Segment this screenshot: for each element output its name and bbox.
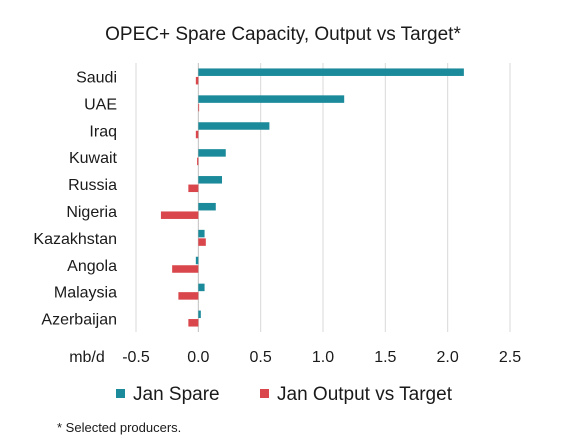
bar-spare-nigeria bbox=[198, 202, 216, 211]
legend: Jan Spare Jan Output vs Target bbox=[116, 384, 453, 405]
legend-swatch bbox=[116, 389, 125, 398]
category-label-nigeria: Nigeria bbox=[66, 204, 117, 221]
bar-spare-kuwait bbox=[198, 149, 226, 157]
x-tick-label-2: 0.5 bbox=[250, 349, 272, 366]
gridlines bbox=[135, 63, 511, 332]
bar-spare-uae bbox=[198, 95, 345, 103]
bar-output-vs-target-kazakhstan bbox=[198, 238, 206, 246]
footnote: * Selected producers. bbox=[57, 420, 181, 435]
bar-spare-saudi bbox=[198, 68, 464, 76]
bars bbox=[160, 68, 464, 327]
x-tick-label-5: 2.0 bbox=[437, 349, 459, 366]
legend-label: Jan Output vs Target bbox=[277, 384, 453, 405]
bar-spare-azerbaijan bbox=[198, 310, 201, 319]
bar-spare-malaysia bbox=[198, 283, 205, 292]
bar-output-vs-target-iraq bbox=[195, 130, 199, 139]
x-tick-labels: -0.5 0.0 0.5 1.0 1.5 2.0 2.5 bbox=[122, 349, 521, 366]
category-label-uae: UAE bbox=[84, 96, 117, 113]
bar-output-vs-target-kuwait bbox=[197, 157, 199, 166]
bar-output-vs-target-angola bbox=[172, 265, 199, 273]
legend-item-output-vs-target: Jan Output vs Target bbox=[260, 384, 453, 405]
bar-output-vs-target-malaysia bbox=[178, 292, 199, 300]
bar-output-vs-target-saudi bbox=[195, 76, 199, 85]
category-label-malaysia: Malaysia bbox=[54, 285, 117, 302]
category-label-kazakhstan: Kazakhstan bbox=[33, 231, 117, 248]
x-tick-label-0: -0.5 bbox=[122, 349, 150, 366]
category-label-angola: Angola bbox=[67, 258, 117, 275]
bar-spare-russia bbox=[198, 176, 223, 184]
bar-output-vs-target-russia bbox=[188, 184, 199, 193]
category-label-azerbaijan: Azerbaijan bbox=[41, 312, 117, 329]
x-tick-label-1: 0.0 bbox=[187, 349, 209, 366]
category-label-saudi: Saudi bbox=[76, 69, 117, 86]
category-label-kuwait: Kuwait bbox=[69, 150, 118, 167]
x-tick-label-3: 1.0 bbox=[312, 349, 334, 366]
category-label-russia: Russia bbox=[68, 177, 117, 194]
bar-spare-kazakhstan bbox=[198, 229, 205, 238]
legend-label: Jan Spare bbox=[133, 384, 220, 405]
bar-spare-iraq bbox=[198, 122, 270, 130]
x-tick-label-6: 2.5 bbox=[499, 349, 521, 366]
x-axis-unit-label: mb/d bbox=[69, 349, 105, 366]
chart-title: OPEC+ Spare Capacity, Output vs Target* bbox=[105, 24, 461, 45]
category-label-iraq: Iraq bbox=[89, 123, 117, 140]
bar-output-vs-target-azerbaijan bbox=[188, 319, 199, 327]
legend-swatch bbox=[260, 389, 269, 398]
x-tick-label-4: 1.5 bbox=[374, 349, 396, 366]
bar-output-vs-target-nigeria bbox=[160, 211, 199, 219]
bar-output-vs-target-uae bbox=[198, 103, 200, 112]
legend-item-spare: Jan Spare bbox=[116, 384, 220, 405]
category-labels: Saudi UAE Iraq Kuwait Russia Nigeria Kazakhsta… bbox=[33, 69, 117, 328]
bar-spare-angola bbox=[195, 256, 199, 265]
